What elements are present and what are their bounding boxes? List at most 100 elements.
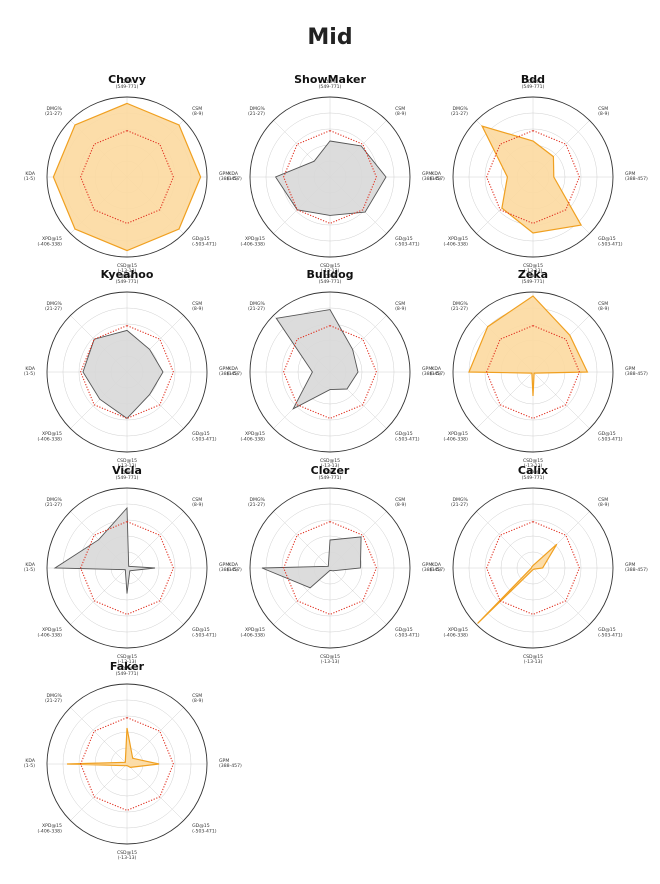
panel-title-calix: Calix xyxy=(518,464,548,477)
player-area-clozer xyxy=(261,536,362,589)
radar-panel-faker: DPM (549-771) CSM (8-9) GPM (388-457) GD@15 (-5… xyxy=(24,660,242,861)
axis-label: CSM (8-9) xyxy=(598,106,609,117)
axis-label: GPM (388-457) xyxy=(422,366,445,377)
panel-title-zeka: Zeka xyxy=(518,268,548,281)
panel-title-kyeahoo: Kyeahoo xyxy=(101,268,154,281)
axis-label: DMG% (21-27) xyxy=(451,301,469,312)
axis-label: DPM (549-771) xyxy=(522,470,545,481)
axis-label: KDA (1-5) xyxy=(227,366,239,377)
axis-label: GPM (388-457) xyxy=(422,562,445,573)
axis-label: DPM (549-771) xyxy=(116,666,139,677)
axis-label: CSD@15 (-13-13) xyxy=(117,654,137,665)
player-area-zeka xyxy=(468,295,589,397)
axis-label: CSD@15 (-13-13) xyxy=(117,263,137,274)
grid-spoke xyxy=(126,763,184,821)
axis-label: CSM (8-9) xyxy=(395,497,406,508)
player-area-calix xyxy=(477,543,558,624)
grid-spoke xyxy=(70,707,128,765)
axis-label: CSD@15 (-13-13) xyxy=(320,654,340,665)
radar-panel-clozer: DPM (549-771) CSM (8-9) GPM (388-457) GD@15 (-5… xyxy=(227,464,445,665)
radar-panel-vicla: DPM (549-771) CSM (8-9) GPM (388-457) GD@15 (-5… xyxy=(24,464,242,665)
axis-label: KDA (1-5) xyxy=(430,562,442,573)
axis-label: GD@15 (-503-471) xyxy=(395,627,420,638)
axis-label: CSD@15 (-13-13) xyxy=(117,850,137,861)
axis-label: GPM (388-457) xyxy=(625,171,648,182)
outer-ring xyxy=(452,487,614,649)
axis-label: KDA (1-5) xyxy=(227,562,239,573)
outer-ring xyxy=(249,487,411,649)
axis-label: DPM (549-771) xyxy=(116,470,139,481)
axis-label: GD@15 (-503-471) xyxy=(395,431,420,442)
axis-label: CSD@15 (-13-13) xyxy=(117,458,137,469)
axis-label: DMG% (21-27) xyxy=(45,497,63,508)
panel-title-vicla: Vicla xyxy=(112,464,142,477)
axis-label: XPD@15 (-406-338) xyxy=(443,431,468,442)
axis-label: XPD@15 (-406-338) xyxy=(37,431,62,442)
axis-label: CSM (8-9) xyxy=(192,693,203,704)
player-area-kyeahoo xyxy=(82,329,164,419)
axis-label: CSD@15 (-13-13) xyxy=(523,458,543,469)
player-area-vicla xyxy=(53,506,156,594)
axis-label: DPM (549-771) xyxy=(522,274,545,285)
axis-label: GD@15 (-503-471) xyxy=(598,236,623,247)
radar-panels: DPM (549-771) CSM (8-9) GPM (388-457) GD@15 (-5… xyxy=(24,73,648,861)
axis-label: GD@15 (-503-471) xyxy=(192,823,217,834)
axis-label: DMG% (21-27) xyxy=(45,301,63,312)
grid-spoke xyxy=(126,511,184,569)
radar-panel-bulldog: DPM (549-771) CSM (8-9) GPM (388-457) GD@15 (-5… xyxy=(227,268,445,469)
outer-ring xyxy=(46,487,208,649)
axis-label: GPM (388-457) xyxy=(625,562,648,573)
axis-label: GPM (388-457) xyxy=(625,366,648,377)
radar-panel-bdd: DPM (549-771) CSM (8-9) GPM (388-457) GD@15 (-5… xyxy=(430,73,648,274)
outer-ring xyxy=(46,96,208,258)
axis-label: CSM (8-9) xyxy=(395,301,406,312)
grid-spoke xyxy=(273,511,331,569)
player-area-bdd xyxy=(480,125,583,234)
axis-label: GD@15 (-503-471) xyxy=(192,431,217,442)
axis-label: DMG% (21-27) xyxy=(248,301,266,312)
axis-label: GD@15 (-503-471) xyxy=(598,431,623,442)
axis-label: DPM (549-771) xyxy=(116,79,139,90)
axis-label: KDA (1-5) xyxy=(227,171,239,182)
axis-label: CSM (8-9) xyxy=(598,497,609,508)
axis-label: XPD@15 (-406-338) xyxy=(443,627,468,638)
axis-label: GPM (388-457) xyxy=(422,171,445,182)
axis-label: GD@15 (-503-471) xyxy=(192,236,217,247)
axis-label: GPM (388-457) xyxy=(219,562,242,573)
axis-label: KDA (1-5) xyxy=(24,171,36,182)
radar-panel-zeka: DPM (549-771) CSM (8-9) GPM (388-457) GD@15 (-5… xyxy=(430,268,648,469)
panel-title-chovy: Chovy xyxy=(108,73,146,86)
outer-ring xyxy=(452,291,614,453)
grid-spoke xyxy=(70,567,128,625)
axis-label: KDA (1-5) xyxy=(24,366,36,377)
axis-label: DPM (549-771) xyxy=(319,470,342,481)
outer-ring xyxy=(46,683,208,845)
panel-title-clozer: Clozer xyxy=(311,464,350,477)
grid-spoke xyxy=(70,763,128,821)
grid-spoke xyxy=(126,567,184,625)
axis-label: KDA (1-5) xyxy=(24,758,36,769)
axis-label: CSM (8-9) xyxy=(192,497,203,508)
axis-label: CSD@15 (-13-13) xyxy=(320,458,340,469)
axis-label: GD@15 (-503-471) xyxy=(192,627,217,638)
axis-label: DPM (549-771) xyxy=(319,79,342,90)
axis-label: CSD@15 (-13-13) xyxy=(523,263,543,274)
radar-panel-chovy: DPM (549-771) CSM (8-9) GPM (388-457) GD@15 (-5… xyxy=(24,73,242,274)
grid-spoke xyxy=(126,707,184,765)
axis-label: XPD@15 (-406-338) xyxy=(240,431,265,442)
axis-label: XPD@15 (-406-338) xyxy=(240,236,265,247)
panel-title-bulldog: Bulldog xyxy=(306,268,353,281)
axis-label: CSM (8-9) xyxy=(192,301,203,312)
axis-label: GPM (388-457) xyxy=(219,758,242,769)
player-area-chovy xyxy=(52,102,202,252)
axis-label: XPD@15 (-406-338) xyxy=(240,627,265,638)
axis-label: DPM (549-771) xyxy=(522,79,545,90)
axis-label: GPM (388-457) xyxy=(219,366,242,377)
grid-spoke xyxy=(532,567,590,625)
axis-label: DPM (549-771) xyxy=(116,274,139,285)
radar-panel-kyeahoo: DPM (549-771) CSM (8-9) GPM (388-457) GD@15 (-5… xyxy=(24,268,242,469)
axis-label: XPD@15 (-406-338) xyxy=(37,823,62,834)
axis-label: DMG% (21-27) xyxy=(248,106,266,117)
axis-label: DMG% (21-27) xyxy=(45,693,63,704)
